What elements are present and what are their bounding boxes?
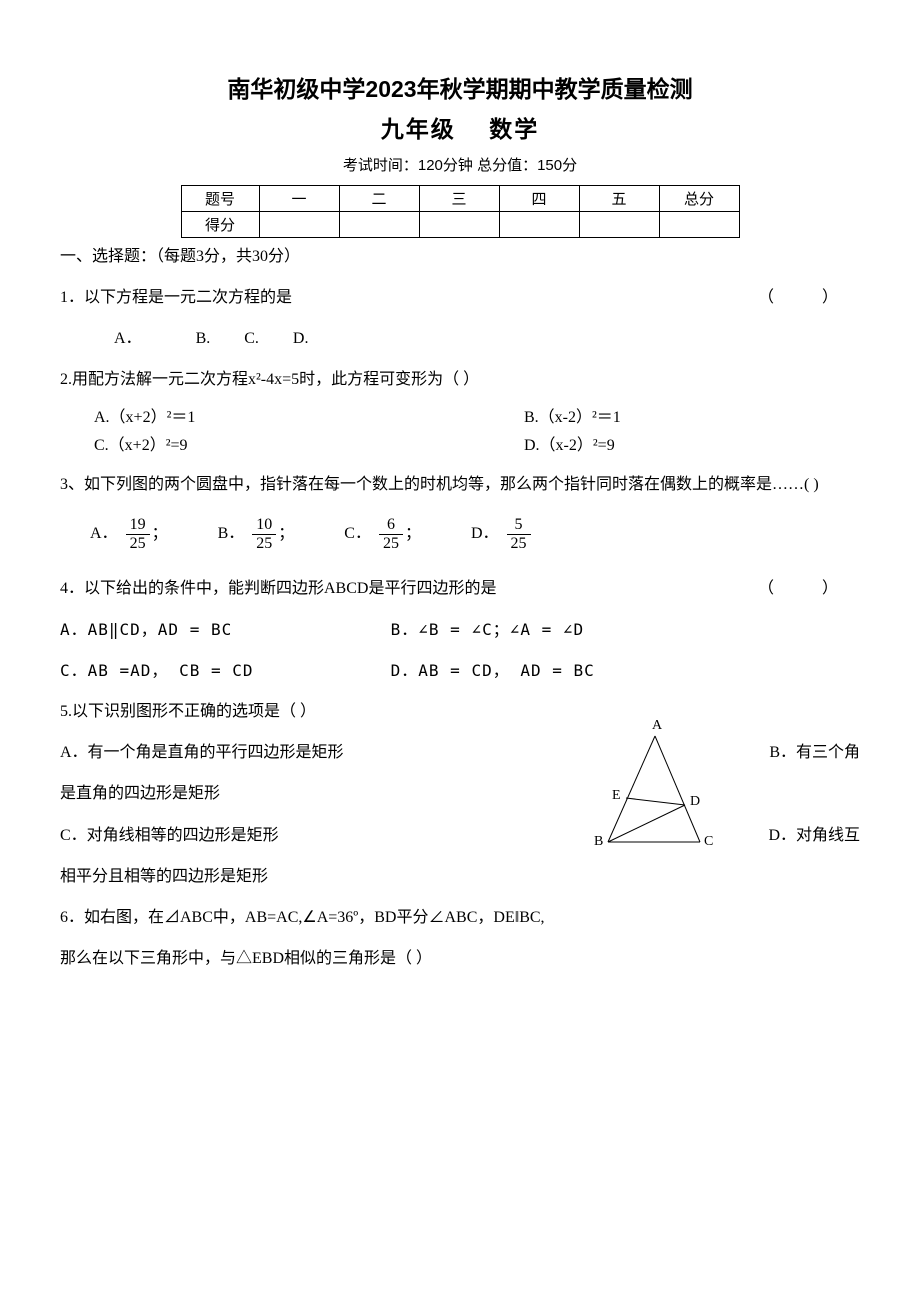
q1-options: A． B. C. D. (60, 321, 860, 356)
question-1: 1．以下方程是一元二次方程的是 （ ） (60, 280, 860, 315)
fraction: 525 (507, 516, 531, 552)
q5-optC: C．对角线相等的四边形是矩形 (60, 827, 279, 844)
question-6-line2: 那么在以下三角形中，与△EBD相似的三角形是（ ） (60, 941, 860, 976)
question-4: 4．以下给出的条件中，能判断四边形ABCD是平行四边形的是 （ ） (60, 571, 860, 606)
q4-row1: A．AB‖CD，AD = BC B．∠B = ∠C；∠A = ∠D (60, 612, 860, 647)
cell-blank (499, 212, 579, 238)
table-row: 题号 一 二 三 四 五 总分 (181, 186, 739, 212)
question-6-line1: 6．如右图，在⊿ABC中，AB=AC,∠A=36º，BD平分∠ABC，DE‖BC… (60, 900, 860, 935)
title-grade-subject: 九年级 数学 (60, 110, 860, 144)
q3-text: 3、如下列图的两个圆盘中，指针落在每一个数上的时机均等，那么两个指针同时落在偶数… (60, 476, 819, 493)
semicolon: ； (405, 525, 421, 542)
q5-line-Dcont: 相平分且相等的四边形是矩形 (60, 859, 860, 894)
q3-optC-label: C． (344, 525, 371, 542)
q4-optD: D．AB = CD， AD = BC (391, 661, 595, 680)
table-row: 得分 (181, 212, 739, 238)
q3-optA: A． 1925； (90, 516, 168, 552)
grade: 九年级 (381, 116, 456, 142)
cell-blank (259, 212, 339, 238)
q2-text: 2.用配方法解一元二次方程x²-4x=5时，此方程可变形为（ ） (60, 371, 479, 388)
q5-optD: D．对角线互 (768, 818, 860, 853)
question-5: 5.以下识别图形不正确的选项是（ ） (60, 694, 860, 729)
q4-optB: B．∠B = ∠C；∠A = ∠D (391, 620, 585, 639)
semicolon: ； (152, 525, 168, 542)
q3-options: A．1925； B．1025； C．625； D．525 (60, 516, 860, 552)
q1-optD: D. (293, 330, 309, 347)
q1-optA: A． (114, 330, 142, 347)
q5-line-Bcont: 是直角的四边形是矩形 (60, 776, 860, 811)
cell: 一 (259, 186, 339, 212)
exam-info: 考试时间：120分钟 总分值：150分 (60, 154, 860, 175)
cell-blank (339, 212, 419, 238)
q5-optB: B．有三个角 (769, 735, 860, 770)
cell-label: 得分 (181, 212, 259, 238)
q4-paren: （ ） (758, 571, 860, 606)
subject: 数学 (489, 116, 539, 142)
q1-text: 1．以下方程是一元二次方程的是 (60, 289, 292, 306)
cell: 三 (419, 186, 499, 212)
q4-optC: C．AB =AD， CB = CD (60, 653, 380, 688)
q2-optB: B.（x-2）²＝1 (524, 404, 860, 433)
cell-blank (579, 212, 659, 238)
q4-optA: A．AB‖CD，AD = BC (60, 612, 380, 647)
q3-optD: D． 525 (471, 516, 533, 552)
section-heading: 一、选择题：（每题3分，共30分） (60, 242, 860, 266)
q2-optA: A.（x+2）²＝1 (94, 404, 524, 433)
q3-optC: C． 625； (344, 516, 421, 552)
q1-optC: C. (244, 330, 259, 347)
question-5-block: 5.以下识别图形不正确的选项是（ ） A B C D E A．有一个角是直角的平… (60, 694, 860, 894)
q1-paren: （ ） (758, 280, 860, 315)
cell-label: 题号 (181, 186, 259, 212)
cell-blank (419, 212, 499, 238)
q4-text: 4．以下给出的条件中，能判断四边形ABCD是平行四边形的是 (60, 580, 496, 597)
q3-optB-label: B． (218, 525, 245, 542)
q5-line-C: C．对角线相等的四边形是矩形 D．对角线互 (60, 818, 860, 853)
title-school-exam: 南华初级中学2023年秋学期期中教学质量检测 (60, 70, 860, 104)
q5-optA: A．有一个角是直角的平行四边形是矩形 (60, 744, 344, 761)
q3-optD-label: D． (471, 525, 499, 542)
question-3: 3、如下列图的两个圆盘中，指针落在每一个数上的时机均等，那么两个指针同时落在偶数… (60, 467, 860, 502)
fraction: 625 (379, 516, 403, 552)
q3-optA-label: A． (90, 525, 118, 542)
question-2: 2.用配方法解一元二次方程x²-4x=5时，此方程可变形为（ ） (60, 362, 860, 397)
score-table: 题号 一 二 三 四 五 总分 得分 (181, 185, 740, 238)
cell: 二 (339, 186, 419, 212)
cell: 五 (579, 186, 659, 212)
q2-optD: D.（x-2）²=9 (524, 432, 860, 461)
fraction: 1025 (252, 516, 276, 552)
tri-label-A: A (652, 718, 662, 734)
semicolon: ； (278, 525, 294, 542)
q2-options: A.（x+2）²＝1 C.（x+2）²=9 B.（x-2）²＝1 D.（x-2）… (60, 404, 860, 462)
fraction: 1925 (126, 516, 150, 552)
q2-optC: C.（x+2）²=9 (94, 432, 524, 461)
cell: 四 (499, 186, 579, 212)
q4-row2: C．AB =AD， CB = CD D．AB = CD， AD = BC (60, 653, 860, 688)
q3-optB: B． 1025； (218, 516, 295, 552)
cell-blank (659, 212, 739, 238)
q1-optB: B. (196, 330, 211, 347)
cell: 总分 (659, 186, 739, 212)
q5-line-A: A．有一个角是直角的平行四边形是矩形 B．有三个角 (60, 735, 860, 770)
